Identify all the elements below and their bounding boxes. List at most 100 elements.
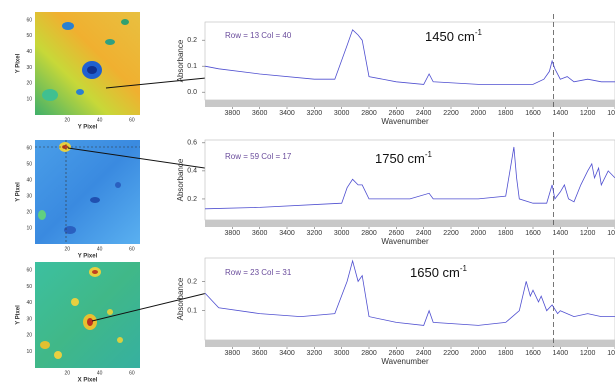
axis-band — [205, 100, 615, 107]
x-tick-label: 2000 — [471, 230, 487, 237]
peak-label-text: 1450 cm — [425, 29, 475, 44]
y-tick-label: 0.2 — [187, 278, 197, 285]
x-tick-label: 2400 — [416, 110, 432, 117]
x-tick-label: 1400 — [553, 230, 569, 237]
map-y-tick-label: 10 — [26, 96, 32, 102]
map-y-label: Y Pixel — [16, 53, 22, 73]
x-tick-label: 2400 — [416, 230, 432, 237]
x-tick-label: 3400 — [279, 350, 295, 357]
y-tick-label: 0.1 — [187, 308, 197, 315]
map-y-tick-label: 20 — [26, 333, 32, 339]
map-x-tick-label: 60 — [129, 117, 135, 123]
heatmap — [35, 262, 140, 368]
x-tick-label: 3000 — [334, 350, 350, 357]
y-tick-label: 0.0 — [187, 89, 197, 96]
map-x-tick-label: 20 — [65, 117, 71, 123]
x-tick-label: 2800 — [361, 110, 377, 117]
x-tick-label: 2600 — [389, 230, 405, 237]
x-tick-label: 2600 — [389, 110, 405, 117]
x-tick-label: 2200 — [443, 350, 459, 357]
x-tick-label: 1800 — [498, 110, 514, 117]
x-tick-label: 1800 — [498, 230, 514, 237]
map-x-tick-label: 20 — [65, 370, 71, 376]
spectrum-line — [204, 29, 615, 85]
x-axis-label: Wavenumber — [381, 237, 429, 246]
peak-label: 1450 cm-1 — [425, 28, 483, 44]
peak-label-text: 1750 cm — [375, 151, 425, 166]
map-y-tick-label: 50 — [26, 284, 32, 290]
map-y-tick-label: 20 — [26, 81, 32, 87]
x-tick-label: 1800 — [498, 350, 514, 357]
x-tick-label: 2800 — [361, 350, 377, 357]
x-tick-label: 3400 — [279, 110, 295, 117]
map-y-label: Y Pixel — [16, 305, 22, 325]
map-y-tick-label: 40 — [26, 49, 32, 55]
map-y-tick-label: 30 — [26, 193, 32, 199]
y-tick-label: 0.6 — [187, 140, 197, 147]
map-y-tick-label: 60 — [26, 145, 32, 151]
heatmap — [35, 140, 140, 244]
map-x-tick-label: 40 — [97, 246, 103, 252]
x-tick-label: 2600 — [389, 350, 405, 357]
position-label: Row = 23 Col = 31 — [225, 268, 292, 277]
map-y-tick-label: 60 — [26, 267, 32, 273]
x-tick-label: 1000 — [607, 230, 615, 237]
x-tick-label: 1600 — [525, 230, 541, 237]
x-tick-label: 3000 — [334, 110, 350, 117]
x-tick-label: 2000 — [471, 350, 487, 357]
x-axis-label: Wavenumber — [381, 357, 429, 366]
map-x-label: X Pixel — [78, 378, 98, 384]
y-tick-label: 0.4 — [187, 168, 197, 175]
map-y-tick-label: 20 — [26, 209, 32, 215]
x-tick-label: 3200 — [307, 110, 323, 117]
axis-band — [205, 220, 615, 227]
x-axis-label: Wavenumber — [381, 117, 429, 126]
map-x-tick-label: 40 — [97, 117, 103, 123]
map-x-tick-label: 40 — [97, 370, 103, 376]
peak-label-sup: -1 — [460, 264, 468, 273]
x-tick-label: 3200 — [307, 350, 323, 357]
x-tick-label: 1200 — [580, 110, 596, 117]
y-tick-label: 0.1 — [187, 63, 197, 70]
position-label: Row = 59 Col = 17 — [225, 152, 292, 161]
y-tick-label: 0.2 — [187, 196, 197, 203]
x-tick-label: 2400 — [416, 350, 432, 357]
peak-label: 1650 cm-1 — [410, 264, 468, 280]
map-y-tick-label: 60 — [26, 17, 32, 23]
peak-label: 1750 cm-1 — [375, 150, 433, 166]
map-y-tick-label: 30 — [26, 65, 32, 71]
map-x-label: Y Pixel — [78, 254, 98, 260]
x-tick-label: 3800 — [225, 350, 241, 357]
y-axis-label: Absorbance — [176, 39, 185, 82]
y-axis-label: Absorbance — [176, 277, 185, 320]
x-tick-label: 3600 — [252, 110, 268, 117]
position-label: Row = 13 Col = 40 — [225, 31, 292, 40]
x-tick-label: 1000 — [607, 350, 615, 357]
map-y-tick-label: 10 — [26, 349, 32, 355]
plot-frame — [204, 21, 615, 101]
x-tick-label: 3000 — [334, 230, 350, 237]
x-tick-label: 1200 — [580, 350, 596, 357]
x-tick-label: 3400 — [279, 230, 295, 237]
heatmap — [35, 12, 140, 115]
y-axis-label: Absorbance — [176, 158, 185, 201]
x-tick-label: 1600 — [525, 110, 541, 117]
map-y-label: Y Pixel — [16, 182, 22, 202]
x-tick-label: 2200 — [443, 110, 459, 117]
x-tick-label: 2200 — [443, 230, 459, 237]
x-tick-label: 3800 — [225, 230, 241, 237]
x-tick-label: 2000 — [471, 110, 487, 117]
map-y-tick-label: 50 — [26, 161, 32, 167]
map-x-tick-label: 60 — [129, 246, 135, 252]
plot-frame — [204, 257, 615, 341]
x-tick-label: 1600 — [525, 350, 541, 357]
x-tick-label: 3200 — [307, 230, 323, 237]
peak-label-sup: -1 — [425, 150, 433, 159]
peak-label-text: 1650 cm — [410, 265, 460, 280]
x-tick-label: 1000 — [607, 110, 615, 117]
peak-label-sup: -1 — [475, 28, 483, 37]
x-tick-label: 3800 — [225, 110, 241, 117]
map-y-tick-label: 10 — [26, 225, 32, 231]
spectrum-line — [204, 146, 615, 210]
